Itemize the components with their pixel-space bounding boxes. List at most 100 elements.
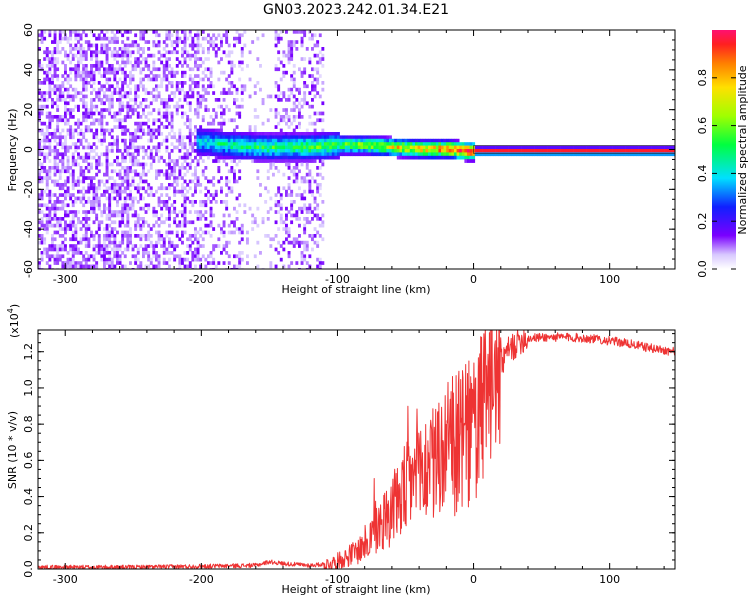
spectrogram-cell xyxy=(186,91,190,95)
spectrogram-cell xyxy=(90,155,93,160)
spectrogram-cell xyxy=(87,111,91,116)
spectrogram-cell xyxy=(194,142,197,146)
spectrogram-cell xyxy=(129,50,132,55)
spectrogram-cell xyxy=(207,77,210,82)
spectrogram-cell xyxy=(277,159,281,163)
spectrogram-cell xyxy=(155,213,158,218)
spectrogram-cell xyxy=(116,257,119,262)
spectrogram-cell xyxy=(155,98,158,102)
spectrogram-cell xyxy=(181,230,184,235)
spectrogram-cell xyxy=(199,94,203,99)
spectrogram-cell xyxy=(274,43,278,48)
spectrogram-cell xyxy=(100,84,104,89)
spectrogram-cell xyxy=(217,60,221,65)
spectrogram-cell xyxy=(116,183,119,187)
snr-scale-prefix: (x10 xyxy=(8,313,21,338)
spectrogram-cell xyxy=(113,36,117,41)
spectrogram-cell xyxy=(97,70,101,75)
spectrogram-cell xyxy=(108,142,112,146)
spectrogram-cell xyxy=(103,43,106,48)
spectrogram-cell xyxy=(277,240,281,245)
spectrogram-cell xyxy=(173,70,177,75)
spectrogram-cell xyxy=(222,91,226,95)
spectrogram-cell xyxy=(225,251,229,255)
spectrogram-cell xyxy=(77,210,80,214)
spectrogram-cell xyxy=(110,176,114,180)
spectrogram-cell xyxy=(69,47,73,51)
spectrogram-cell xyxy=(61,36,65,41)
spectrogram-cell xyxy=(295,179,299,184)
spectrogram-cell xyxy=(61,234,65,238)
spectrogram-cell xyxy=(43,203,47,208)
spectrogram-cell xyxy=(126,186,130,191)
spectrogram-cell xyxy=(110,186,114,191)
spectrogram-cell xyxy=(558,149,561,153)
spectrogram-cell xyxy=(261,121,265,126)
spectrogram-cell xyxy=(53,244,57,248)
spectrogram-cell xyxy=(230,155,234,160)
spectrogram-cell xyxy=(82,145,86,150)
spectrogram-cell xyxy=(113,91,117,95)
spectrogram-cell xyxy=(105,261,109,265)
spectrogram-cell xyxy=(175,254,179,259)
spectrogram-cell xyxy=(201,244,205,248)
spectrogram-cell xyxy=(134,227,138,231)
spectrogram-cell xyxy=(230,132,234,136)
spectrogram-cell xyxy=(235,145,239,150)
spectrogram-cell xyxy=(365,138,369,143)
spectrogram-cell xyxy=(181,81,184,85)
spectrogram-cell xyxy=(334,135,338,140)
spectrogram-cell xyxy=(90,234,93,238)
spectrogram-cell xyxy=(64,189,67,194)
spectrogram-cell xyxy=(282,50,286,55)
spectrogram-cell xyxy=(100,115,104,119)
spectrogram-cell xyxy=(586,145,590,150)
spectrogram-cell xyxy=(108,40,112,44)
spectrogram-cell xyxy=(300,40,304,44)
spectrogram-cell xyxy=(168,186,171,191)
spectrogram-cell xyxy=(194,74,197,78)
spectrogram-cell xyxy=(100,60,104,65)
spectrogram-cell xyxy=(38,64,41,68)
spectrogram-cell xyxy=(183,203,187,208)
spectrogram-cell xyxy=(654,152,658,157)
spectrogram-cell xyxy=(61,60,65,65)
spectrogram-cell xyxy=(266,138,270,143)
spectrogram-cell xyxy=(191,81,195,85)
spectrogram-cell xyxy=(222,142,226,146)
spectrogram-cell xyxy=(196,138,200,143)
spectrogram-cell xyxy=(316,264,320,269)
spectrogram-cell xyxy=(110,210,114,214)
spectrogram-cell xyxy=(183,217,187,221)
spectrogram-cell xyxy=(201,118,205,123)
spectrogram-cell xyxy=(386,135,390,140)
spectrogram-cell xyxy=(82,111,86,116)
spectrogram-cell xyxy=(316,166,320,170)
spectrogram-cell xyxy=(534,145,538,150)
spectrogram-cell xyxy=(376,145,379,150)
spectrogram-cell xyxy=(178,257,182,262)
spectrogram-cell xyxy=(584,145,587,150)
spectrogram-cell xyxy=(233,84,236,89)
spectrogram-cell xyxy=(110,234,114,238)
spectrogram-cell xyxy=(334,132,338,136)
spectrogram-cell xyxy=(274,210,278,214)
spectrogram-cell xyxy=(204,257,208,262)
spectrogram-cell xyxy=(95,104,99,109)
spectrogram-cell xyxy=(45,172,49,177)
spectrogram-cell xyxy=(209,210,213,214)
spectrogram-cell xyxy=(656,145,660,150)
spectrogram-cell xyxy=(207,108,210,112)
spectrogram-cell xyxy=(316,186,320,191)
spectrogram-cell xyxy=(443,145,447,150)
spectrogram-cell xyxy=(108,223,112,228)
spectrogram-cell xyxy=(292,142,296,146)
spectrogram-cell xyxy=(40,217,44,221)
spectrogram-cell xyxy=(253,128,257,133)
spectrogram-cell xyxy=(183,135,187,140)
spectrogram-cell xyxy=(209,152,213,157)
spectrogram-cell xyxy=(363,142,366,146)
spectrogram-cell xyxy=(217,169,221,174)
spectrogram-cell xyxy=(56,261,60,265)
spectrogram-cell xyxy=(103,67,106,72)
